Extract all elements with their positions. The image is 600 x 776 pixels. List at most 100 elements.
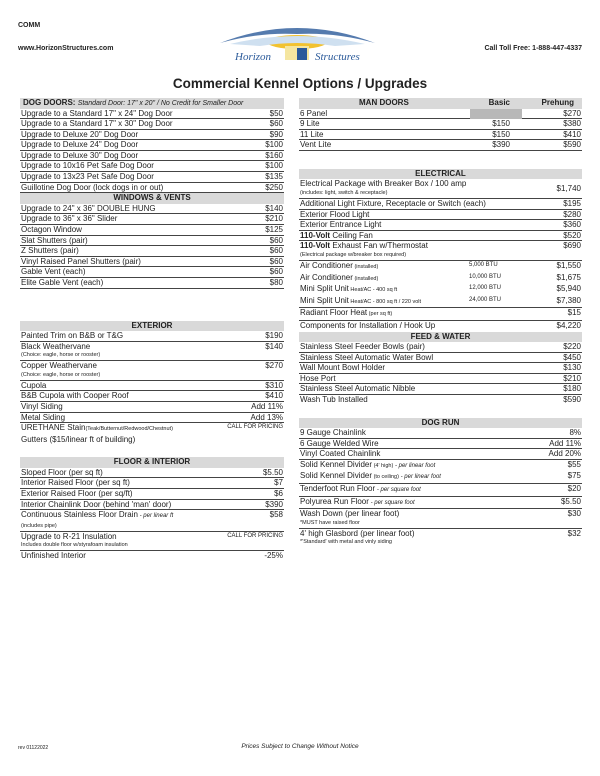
- price-row: Mini Split Unit Heat/AC - 400 sq ft 12,00…: [299, 284, 582, 296]
- item-price: $195: [563, 198, 581, 208]
- prehung-price: $380: [563, 119, 581, 129]
- price-row: Interior Raised Floor (per sq ft) $7: [20, 478, 284, 490]
- price-row: Unfinished Interior -25%: [20, 551, 284, 562]
- item-label: Stainless Steel Feeder Bowls (pair): [300, 342, 425, 351]
- price-row: Upgrade to 10x16 Pet Safe Dog Door $100: [20, 161, 284, 173]
- price-row: Guillotine Dog Door (lock dogs in or out…: [20, 183, 284, 194]
- doc-code: COMM: [18, 22, 41, 29]
- item-label: Gable Vent (each): [21, 267, 86, 277]
- item-unit: - per linear foot: [393, 462, 436, 469]
- item-subnote: (includes pipe): [21, 522, 57, 529]
- price-row: Elite Gable Vent (each) $80: [20, 278, 284, 289]
- website-link[interactable]: www.HorizonStructures.com: [18, 45, 114, 52]
- item-label: Cupola: [21, 380, 47, 390]
- item-price: $20: [567, 484, 581, 494]
- item-label: Polyurea Run Floor: [300, 496, 369, 506]
- item-label: Exhaust Fan w/Thermostat: [330, 241, 428, 251]
- svg-text:Structures: Structures: [315, 51, 360, 63]
- phone-number: Call Toll Free: 1-888-447-4337: [484, 45, 582, 52]
- price-row: Upgrade to R-21 Insulation CALL FOR PRICI…: [20, 532, 284, 552]
- price-row: 110-Volt Ceiling Fan $520: [299, 231, 582, 242]
- item-subnote: (Electrical package w/breaker box requir…: [300, 251, 407, 258]
- item-note: (installed): [352, 275, 379, 282]
- item-price: Add 20%: [548, 449, 581, 459]
- price-row: 4' high Glasbord (per linear foot) $32 *'S…: [299, 529, 582, 548]
- footer-notice: Prices Subject to Change Without Notice: [241, 743, 359, 750]
- item-label: Hose Port: [300, 373, 336, 383]
- item-label: Interior Chainlink Door (behind 'man' do…: [21, 499, 172, 509]
- svg-text:Horizon: Horizon: [234, 51, 272, 63]
- item-price: $520: [563, 230, 581, 240]
- price-row: Exterior Entrance Light $360: [299, 220, 582, 231]
- price-row: Wash Tub Installed $590: [299, 395, 582, 406]
- item-note: Heat/AC - 800 sq ft / 220 volt: [348, 298, 422, 305]
- price-row: Air Conditioner (installed) 5,000 BTU $1,5…: [299, 261, 582, 273]
- price-row: Black Weathervane $140 (Choice: eagle, hor…: [20, 342, 284, 362]
- item-price: $250: [265, 182, 283, 192]
- item-label: Components for Installation / Hook Up: [300, 320, 436, 330]
- item-label: Exterior Flood Light: [300, 209, 370, 219]
- item-note: (4' high): [372, 462, 394, 469]
- exterior-header: EXTERIOR: [20, 320, 284, 331]
- price-row: Exterior Flood Light $280: [299, 210, 582, 221]
- prehung-price: $590: [563, 140, 581, 150]
- basic-column-header: Basic: [488, 98, 510, 107]
- item-label: Exterior Entrance Light: [300, 220, 382, 230]
- item-price: $100: [265, 140, 283, 150]
- price-row: Air Conditioner (installed) 10,000 BTU $1,…: [299, 273, 582, 285]
- item-label: Vinyl Siding: [21, 401, 63, 411]
- prehung-price: $270: [563, 108, 581, 118]
- item-price: 8%: [569, 428, 581, 438]
- price-row: Painted Trim on B&B or T&G $190: [20, 331, 284, 342]
- item-price: $280: [563, 209, 581, 219]
- dog-run-header: DOG RUN: [299, 417, 582, 429]
- item-label: Air Conditioner: [300, 260, 353, 270]
- price-row: Upgrade to a Standard 17" x 24" Dog Door…: [20, 109, 284, 120]
- item-price: $690: [563, 241, 581, 251]
- item-label: URETHANE Stain: [21, 423, 86, 433]
- item-price: $140: [265, 203, 283, 213]
- item-label: Copper Weathervane: [21, 361, 97, 371]
- item-price: $60: [269, 256, 283, 266]
- price-row: Additional Light Fixture, Receptacle or …: [299, 199, 582, 210]
- price-row: Radiant Floor Heat (per sq ft) $15: [299, 308, 582, 321]
- item-label: 4' high Glasbord (per linear foot): [300, 528, 415, 538]
- item-label: Upgrade to Deluxe 30" Dog Door: [21, 150, 139, 160]
- price-row: 6 Panel $270: [299, 108, 582, 120]
- item-label: 6 Gauge Welded Wire: [300, 438, 379, 448]
- price-row: Z Shutters (pair) $60: [20, 246, 284, 257]
- man-doors-header: MAN DOORS Basic Prehung: [299, 98, 582, 109]
- basic-price: [470, 108, 522, 119]
- item-label: Wash Down (per linear foot): [300, 509, 400, 519]
- price-row: Solid Kennel Divider (4' high) - per lin…: [299, 460, 582, 472]
- item-label: Upgrade to Deluxe 20" Dog Door: [21, 129, 139, 139]
- price-row: Stainless Steel Feeder Bowls (pair) $220: [299, 342, 582, 353]
- price-row: 6 Gauge Welded Wire Add 11%: [299, 439, 582, 450]
- btu-rating: 5,000 BTU: [469, 261, 498, 268]
- price-row: Wall Mount Bowl Holder $130: [299, 363, 582, 374]
- item-label: 9 Lite: [300, 119, 320, 129]
- item-price: $60: [269, 267, 283, 277]
- item-price: $135: [265, 172, 283, 182]
- item-label: Air Conditioner: [300, 272, 353, 282]
- item-label: Guillotine Dog Door (lock dogs in or out…: [21, 182, 164, 192]
- price-row: 9 Lite $150 $380: [299, 119, 582, 130]
- item-label: Stainless Steel Automatic Nibble: [300, 384, 416, 394]
- item-price: $32: [567, 528, 581, 538]
- item-price: $210: [265, 214, 283, 224]
- price-row: B&B Cupola with Cooper Roof $410: [20, 391, 284, 402]
- item-label: Z Shutters (pair): [21, 246, 79, 256]
- item-label: Upgrade to a Standard 17" x 24" Dog Door: [21, 108, 173, 118]
- item-subnote: *MUST have raised floor: [300, 519, 360, 526]
- prehung-price: $410: [563, 129, 581, 139]
- item-price: $5,940: [556, 284, 581, 294]
- item-price: $75: [567, 471, 581, 481]
- item-price: $1,740: [556, 184, 581, 194]
- price-row: Vinyl Raised Panel Shutters (pair) $60: [20, 257, 284, 268]
- item-price: $5.50: [262, 467, 283, 477]
- item-price: $130: [563, 363, 581, 373]
- btu-rating: 12,000 BTU: [469, 285, 502, 292]
- item-label: 6 Panel: [300, 108, 328, 118]
- item-price: $160: [265, 150, 283, 160]
- price-row: Upgrade to Deluxe 20" Dog Door $90: [20, 130, 284, 141]
